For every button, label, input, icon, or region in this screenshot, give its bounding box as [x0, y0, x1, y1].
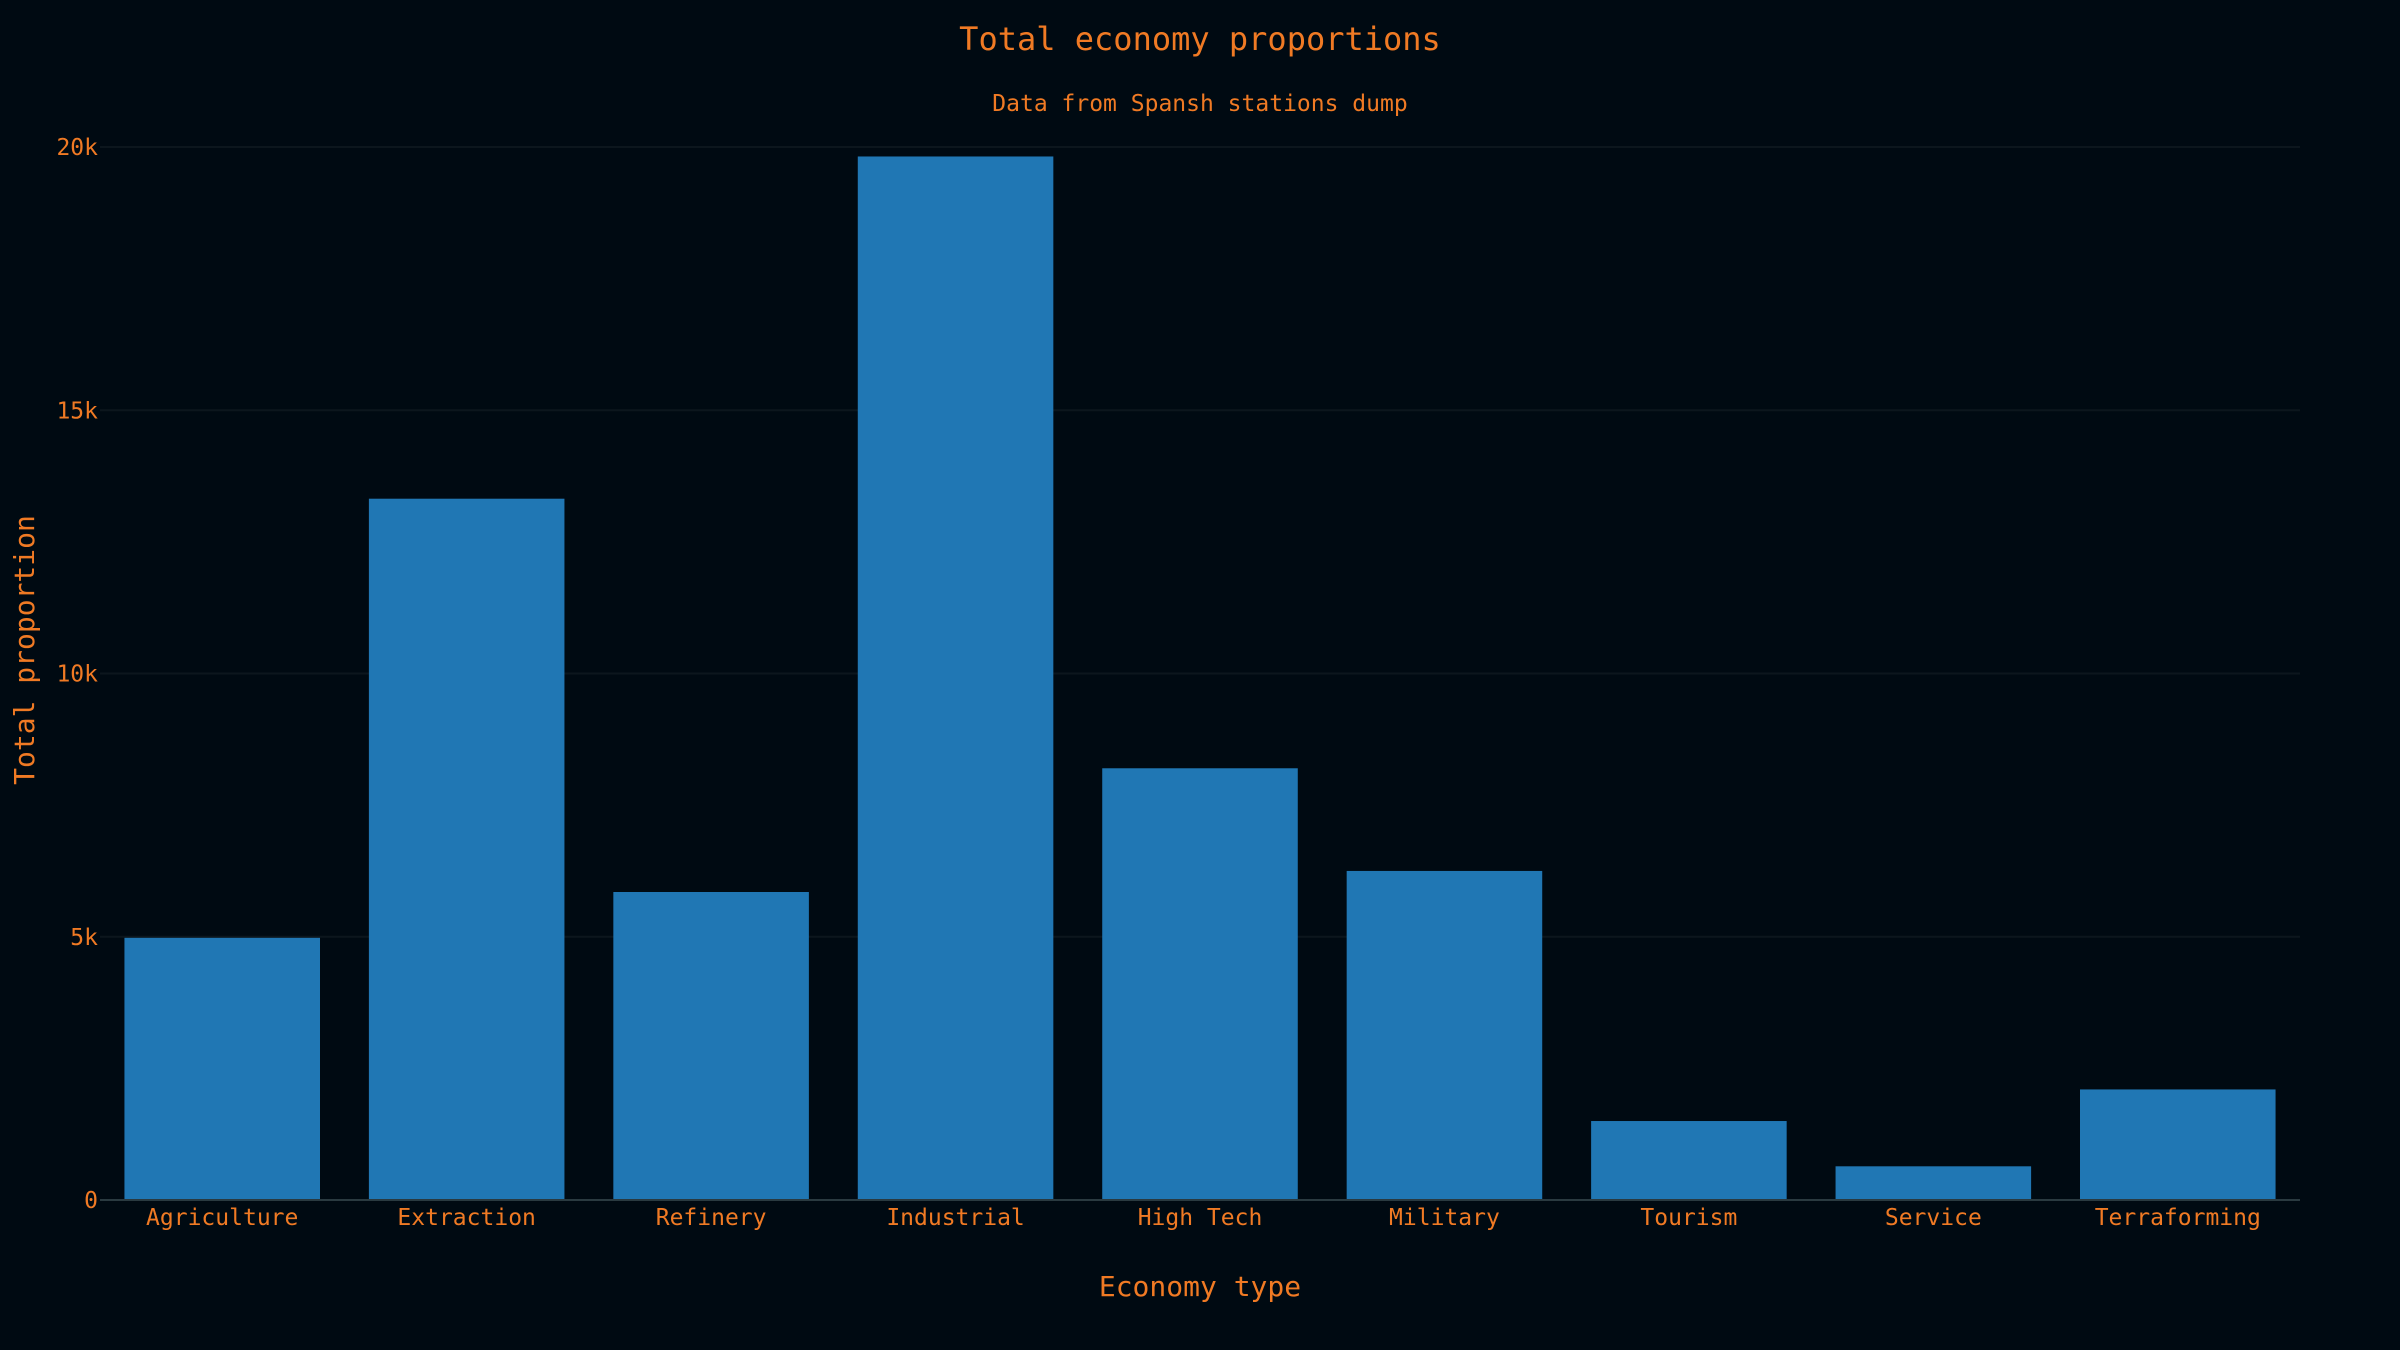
bar-industrial — [857, 156, 1054, 1200]
bar-agriculture — [124, 937, 320, 1200]
y-tick-label: 0 — [84, 1188, 98, 1214]
bar-terraforming — [2080, 1089, 2276, 1200]
x-tick-label: Industrial — [886, 1205, 1024, 1231]
x-axis-title: Economy type — [1099, 1270, 1301, 1303]
x-tick-label: High Tech — [1138, 1205, 1263, 1231]
bar-extraction — [368, 498, 565, 1200]
y-tick-label: 10k — [56, 662, 98, 688]
x-tick-label: Service — [1885, 1205, 1982, 1231]
x-tick-label: Tourism — [1640, 1205, 1737, 1231]
x-tick-label: Agriculture — [146, 1205, 298, 1231]
y-axis-title: Total proportion — [8, 515, 41, 785]
x-tick-label: Refinery — [656, 1205, 767, 1231]
x-tick-label: Terraforming — [2095, 1205, 2261, 1231]
bar-military — [1346, 870, 1543, 1200]
y-tick-label: 15k — [56, 398, 98, 424]
bar-high-tech — [1102, 768, 1298, 1200]
bar-service — [1835, 1166, 2032, 1200]
y-tick-label: 5k — [70, 925, 98, 951]
bar-tourism — [1591, 1121, 1787, 1200]
x-tick-label: Extraction — [397, 1205, 535, 1231]
bars — [124, 156, 2276, 1200]
x-tick-label: Military — [1389, 1205, 1500, 1231]
bar-refinery — [613, 891, 809, 1200]
y-tick-label: 20k — [56, 135, 98, 161]
x-tick-labels: Agriculture Extraction Refinery Industrial H… — [146, 1205, 2261, 1231]
y-tick-labels: 0 5k 10k 15k 20k — [56, 135, 98, 1214]
chart-title: Total economy proportions — [959, 20, 1441, 58]
chart-subtitle: Data from Spansh stations dump — [992, 91, 1407, 117]
